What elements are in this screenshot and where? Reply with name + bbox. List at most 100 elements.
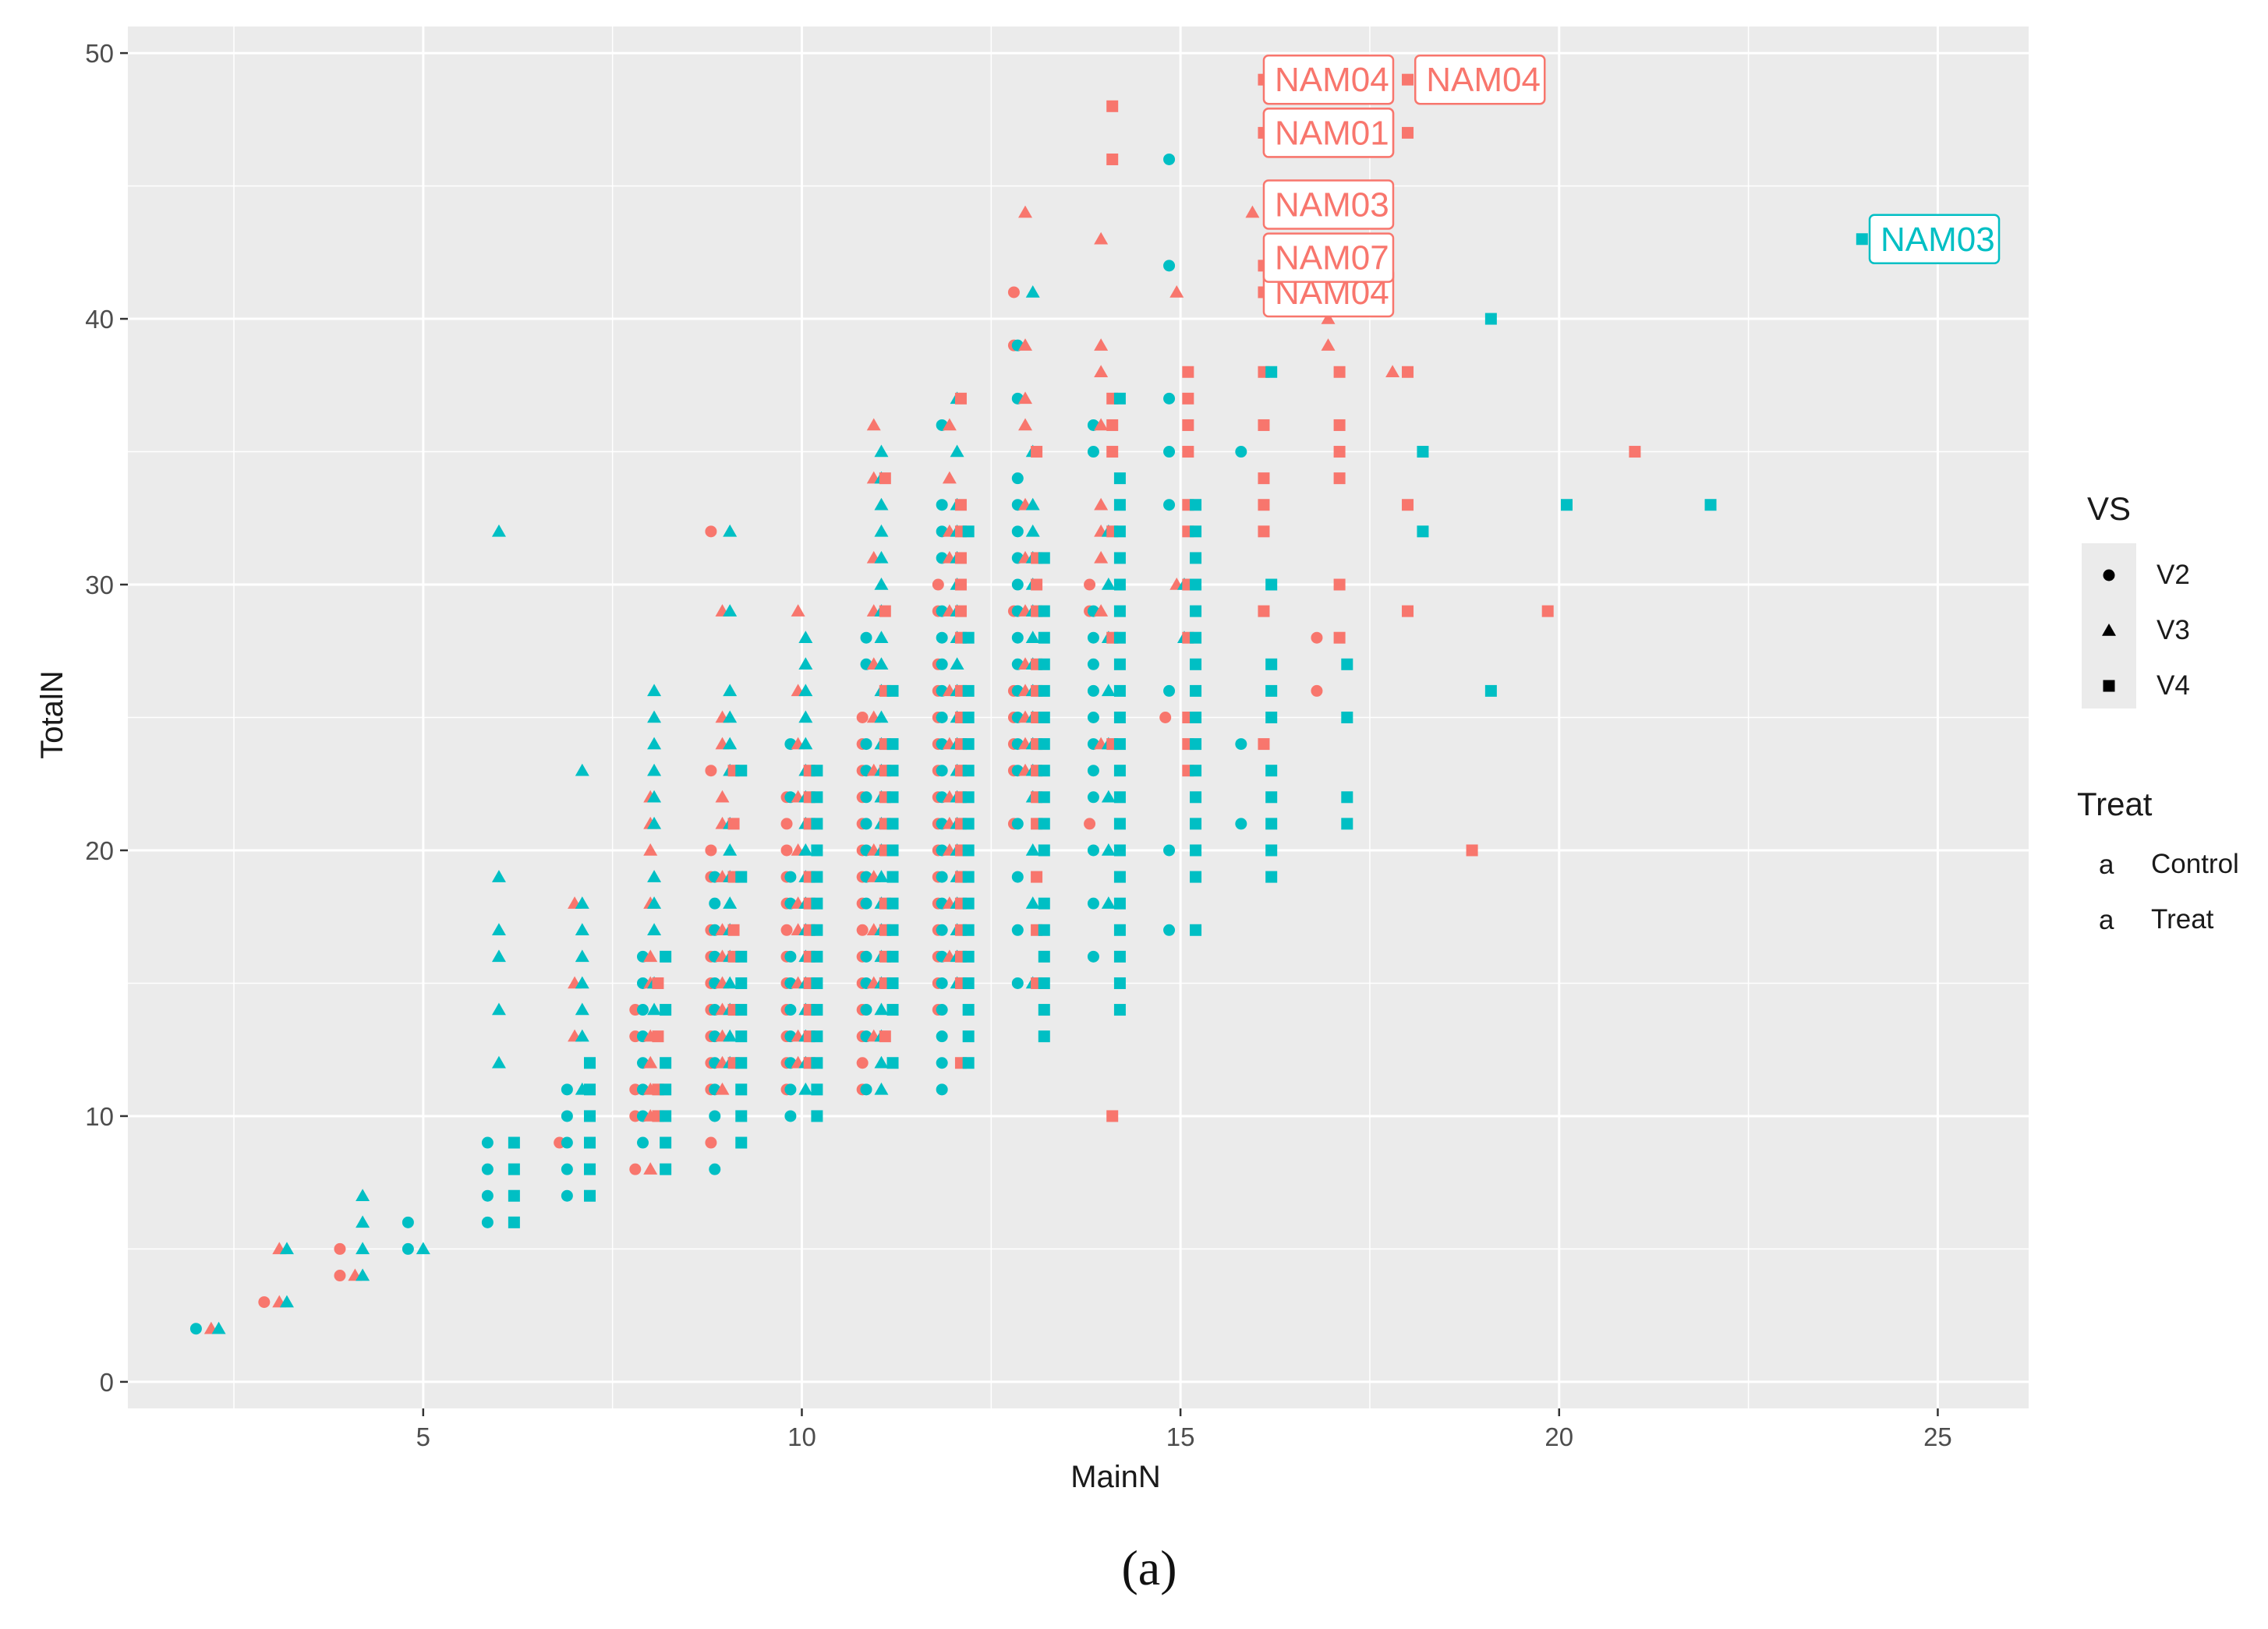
data-point: [561, 1110, 573, 1122]
data-point: [647, 816, 662, 829]
data-point: [1101, 578, 1116, 590]
data-point: [950, 657, 964, 670]
data-point: [1025, 843, 1040, 856]
data-point: [1011, 631, 1024, 644]
y-tick-label: 20: [85, 836, 114, 865]
data-point: [1417, 446, 1429, 458]
data-point: [1113, 658, 1126, 670]
data-point: [860, 897, 872, 910]
data-point: [1265, 871, 1278, 883]
data-point: [886, 684, 899, 697]
data-point: [1038, 684, 1050, 697]
data-point: [1190, 605, 1202, 617]
data-point: [886, 791, 899, 804]
data-point: [1163, 260, 1176, 272]
data-point: [1038, 712, 1050, 723]
legend-shape-keys: [2102, 569, 2116, 692]
data-point: [1038, 658, 1050, 670]
data-point: [491, 524, 506, 537]
data-point: [652, 1030, 664, 1043]
data-point: [1087, 658, 1099, 670]
data-point: [660, 1004, 672, 1016]
legend-title-vs: VS: [2087, 490, 2131, 527]
data-point: [1466, 844, 1478, 857]
data-point: [1258, 525, 1270, 538]
data-point: [1190, 818, 1202, 830]
data-point: [1113, 844, 1126, 857]
data-point: [508, 1163, 520, 1175]
data-point: [1087, 446, 1099, 458]
y-tick-label: 10: [85, 1102, 114, 1131]
point-labels: NAM04NAM07NAM04NAM04NAM01NAM03NAM07NAM03: [1262, 54, 2001, 318]
data-point: [886, 1057, 899, 1069]
data-point: [866, 418, 881, 431]
data-point: [962, 1030, 975, 1043]
legend-shape-key: [2102, 624, 2116, 636]
data-point: [727, 818, 740, 830]
data-point: [856, 924, 869, 936]
data-point: [962, 1057, 975, 1069]
data-point: [1341, 712, 1353, 723]
data-point: [962, 818, 975, 830]
data-point: [481, 1216, 494, 1228]
data-point: [954, 605, 967, 617]
data-point: [1113, 392, 1126, 405]
data-point: [1402, 126, 1414, 139]
data-point: [575, 923, 589, 936]
legend-shape-key: [2103, 569, 2115, 581]
data-point: [723, 604, 738, 617]
data-point: [1235, 738, 1247, 751]
data-point: [1038, 765, 1050, 777]
data-point: [1190, 844, 1202, 857]
data-point: [1341, 791, 1353, 804]
data-point: [1163, 153, 1176, 165]
data-point: [874, 550, 889, 564]
data-point: [508, 1216, 520, 1228]
data-point: [481, 1189, 494, 1202]
data-point: [735, 1110, 748, 1122]
data-point: [647, 737, 662, 750]
data-point: [1190, 578, 1202, 591]
data-point: [735, 1057, 748, 1069]
data-point: [491, 923, 506, 936]
y-axis-title: TotalN: [35, 670, 69, 758]
data-point: [798, 710, 813, 723]
data-point: [886, 818, 899, 830]
data-point: [491, 1002, 506, 1016]
data-point: [258, 1296, 271, 1309]
data-point: [735, 1136, 748, 1149]
data-point: [481, 1163, 494, 1175]
data-point: [575, 896, 589, 909]
y-tick-label: 30: [85, 571, 114, 599]
legend-entry-v2: V2: [2157, 560, 2190, 590]
data-point: [886, 765, 899, 777]
data-point: [860, 1004, 872, 1016]
data-point: [1011, 924, 1024, 936]
data-point: [1258, 738, 1270, 751]
data-point: [811, 1030, 823, 1043]
data-point: [647, 763, 662, 776]
data-point: [1018, 391, 1033, 405]
data-point: [356, 1268, 370, 1281]
data-point: [1484, 313, 1497, 325]
data-point: [647, 923, 662, 936]
data-point: [811, 924, 823, 936]
data-point: [705, 765, 717, 777]
data-point: [575, 1002, 589, 1016]
point-label-text: NAM04: [1275, 61, 1389, 99]
data-point: [491, 870, 506, 882]
data-point: [1113, 738, 1126, 751]
data-point: [1094, 604, 1109, 617]
data-point: [1333, 578, 1346, 591]
data-point: [1190, 738, 1202, 751]
data-point: [954, 552, 967, 564]
data-point: [1311, 631, 1323, 644]
data-point: [936, 1030, 948, 1043]
data-point: [1402, 73, 1414, 86]
data-point: [647, 684, 662, 697]
data-point: [1265, 578, 1278, 591]
data-point: [1265, 366, 1278, 378]
data-point: [643, 1055, 658, 1069]
data-point: [1106, 419, 1119, 431]
x-tick-label: 25: [1923, 1422, 1952, 1451]
